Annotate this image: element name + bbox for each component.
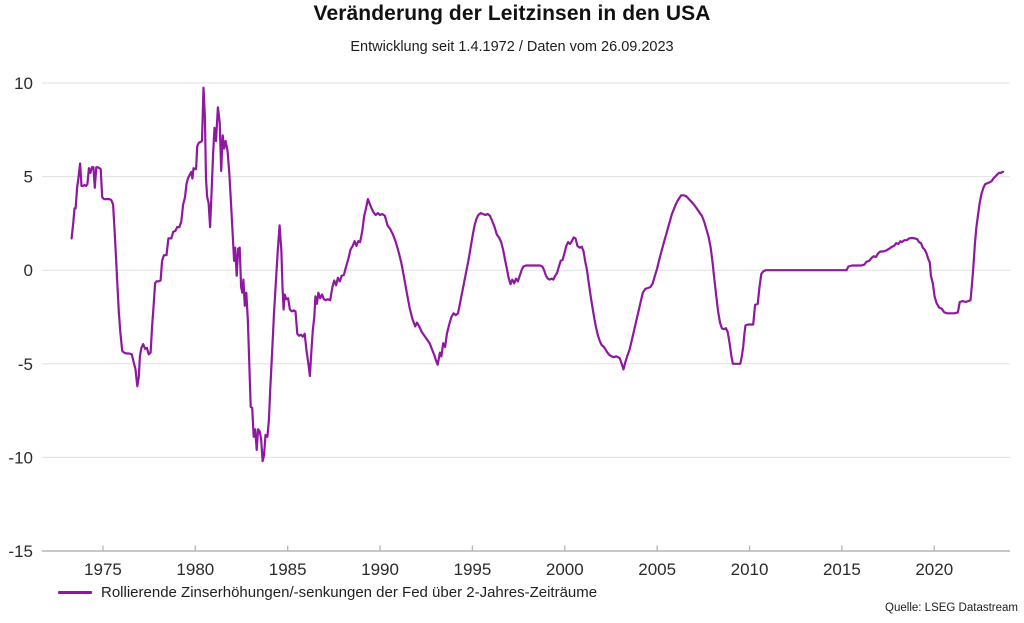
gridlines-group — [42, 82, 1010, 552]
x-axis-labels-group: 1975 1980 1985 1990 1995 2000 2005 2010 2015 2020 — [84, 560, 953, 579]
x-tick-label: 2000 — [546, 560, 584, 579]
y-tick-label: 5 — [24, 168, 33, 187]
series-line — [70, 86, 1005, 463]
y-tick-label: -10 — [8, 448, 33, 467]
y-tick-label: -15 — [8, 542, 33, 561]
y-tick-label: -5 — [18, 355, 33, 374]
axis-ticks-group — [102, 545, 935, 551]
y-axis-labels-group: 10 5 0 -5 -10 -15 — [8, 74, 33, 561]
x-tick-label: 1975 — [84, 560, 122, 579]
y-tick-label: 0 — [24, 261, 33, 280]
legend-line-swatch — [58, 591, 92, 594]
line-chart: 10 5 0 -5 -10 -15 1975 1980 1985 1990 1995 2000 200… — [8, 74, 1010, 579]
x-tick-label: 1990 — [361, 560, 399, 579]
legend-series-label: Rollierende Zinserhöhungen/-senkungen de… — [101, 584, 598, 601]
page-subtitle: Entwicklung seit 1.4.1972 / Daten vom 26… — [350, 39, 674, 55]
x-tick-label: 1980 — [176, 560, 214, 579]
x-tick-label: 1995 — [454, 560, 492, 579]
page-title: Veränderung der Leitzinsen in den USA — [313, 2, 711, 25]
x-tick-label: 2015 — [823, 560, 861, 579]
x-tick-label: 1985 — [269, 560, 307, 579]
legend: Rollierende Zinserhöhungen/-senkungen de… — [58, 584, 597, 601]
x-tick-label: 2005 — [638, 560, 676, 579]
x-tick-label: 2020 — [915, 560, 953, 579]
y-tick-label: 10 — [14, 74, 33, 93]
source-note: Quelle: LSEG Datastream — [885, 602, 1018, 614]
x-tick-label: 2010 — [731, 560, 769, 579]
